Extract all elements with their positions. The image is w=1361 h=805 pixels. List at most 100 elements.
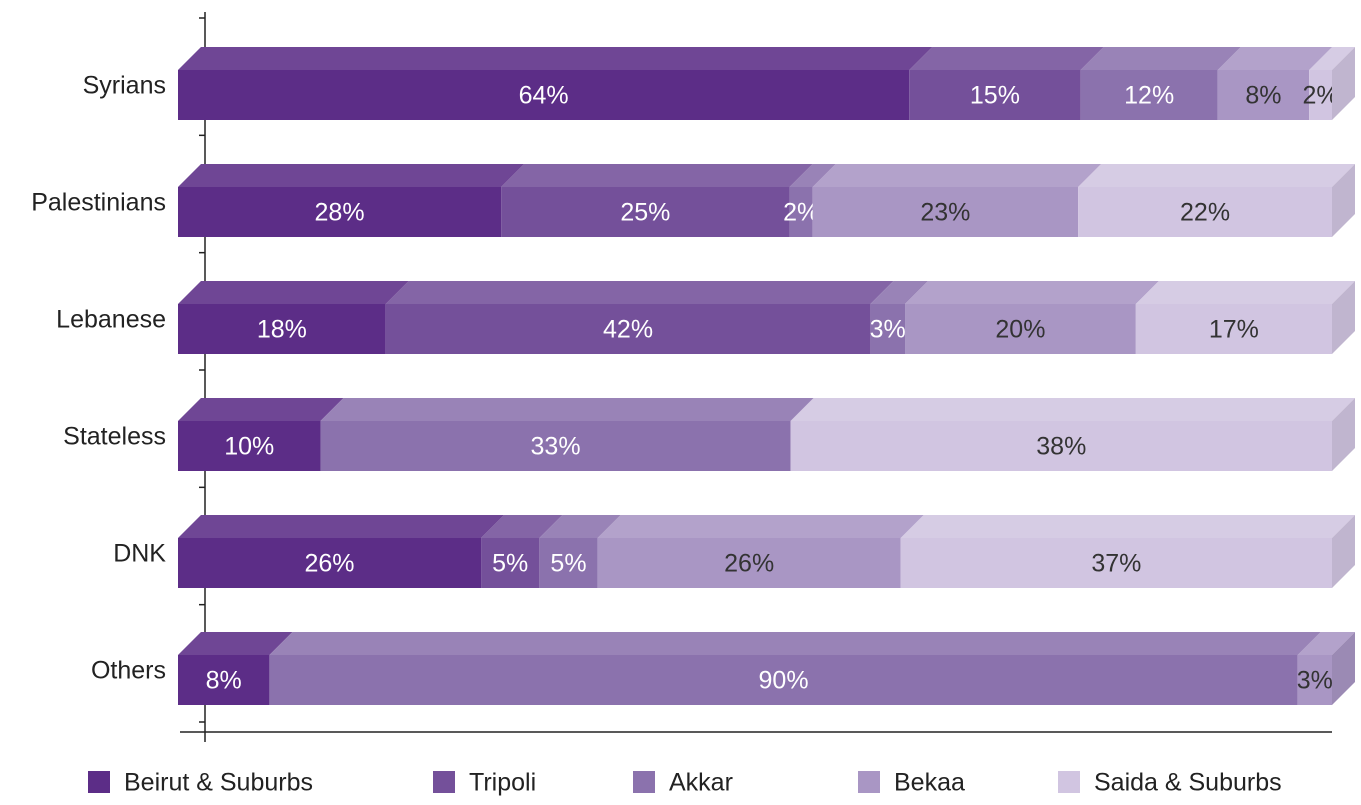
- bar-top: [597, 515, 924, 538]
- value-label: 10%: [224, 433, 274, 461]
- value-label: 18%: [257, 316, 307, 344]
- value-label: 26%: [724, 550, 774, 578]
- bar: [1080, 70, 1218, 120]
- legend-swatch: [1058, 771, 1080, 793]
- bar-top: [1309, 47, 1355, 70]
- bar: [812, 187, 1079, 237]
- bar: [789, 187, 813, 237]
- bar-top: [178, 632, 293, 655]
- bar-side-shade: [1332, 515, 1355, 588]
- bar-top-shade: [539, 515, 621, 538]
- bar: [790, 421, 1332, 471]
- bar-side-shade: [1332, 632, 1355, 705]
- bar-top-shade: [1297, 632, 1355, 655]
- value-label: 17%: [1209, 316, 1259, 344]
- bar-top-shade: [178, 164, 525, 187]
- value-label: 26%: [305, 550, 355, 578]
- legend-label: Akkar: [669, 769, 733, 797]
- bar: [178, 421, 321, 471]
- bar-top-shade: [900, 515, 1355, 538]
- bar-top-shade: [385, 281, 894, 304]
- legend-label: Bekaa: [894, 769, 965, 797]
- bar-top: [1135, 281, 1355, 304]
- bar-top: [1080, 47, 1241, 70]
- bar: [539, 538, 598, 588]
- bar-top-shade: [178, 632, 293, 655]
- bar-top: [870, 281, 929, 304]
- bar: [597, 538, 901, 588]
- value-label: 23%: [920, 199, 970, 227]
- bar-top: [320, 398, 814, 421]
- bar-top: [812, 164, 1102, 187]
- bar-top-shade: [1135, 281, 1355, 304]
- bar-top: [905, 281, 1159, 304]
- bar-top-shade: [320, 398, 814, 421]
- legend-label: Beirut & Suburbs: [124, 769, 313, 797]
- value-label: 90%: [759, 667, 809, 695]
- bar-side: [1332, 164, 1355, 237]
- bar-top-shade: [178, 398, 344, 421]
- bar-top: [1297, 632, 1355, 655]
- bar: [481, 538, 540, 588]
- bar: [269, 655, 1298, 705]
- category-label: Lebanese: [56, 306, 166, 334]
- bar-top-shade: [905, 281, 1159, 304]
- bar: [501, 187, 790, 237]
- bar-top: [178, 398, 344, 421]
- bar: [1297, 655, 1332, 705]
- bar: [909, 70, 1081, 120]
- bar: [905, 304, 1136, 354]
- bar-top: [481, 515, 563, 538]
- bar-top: [900, 515, 1355, 538]
- value-label: 3%: [870, 316, 906, 344]
- value-label: 15%: [970, 82, 1020, 110]
- bar: [1309, 70, 1332, 120]
- bar-top-shade: [178, 47, 933, 70]
- bar-top: [789, 164, 836, 187]
- value-label: 8%: [206, 667, 242, 695]
- value-label: 22%: [1180, 199, 1230, 227]
- value-label: 33%: [531, 433, 581, 461]
- bar-top: [909, 47, 1104, 70]
- category-label: Syrians: [83, 72, 166, 100]
- bar-top: [178, 281, 409, 304]
- bar-top: [1078, 164, 1355, 187]
- legend-swatch: [88, 771, 110, 793]
- value-label: 20%: [995, 316, 1045, 344]
- bar-top-shade: [178, 515, 505, 538]
- value-label: 5%: [550, 550, 586, 578]
- bar-top-shade: [1217, 47, 1333, 70]
- bar-side: [1332, 515, 1355, 588]
- bar-top-shade: [269, 632, 1321, 655]
- bar-side-shade: [1332, 281, 1355, 354]
- bar-side-shade: [1332, 47, 1355, 120]
- bar-top: [269, 632, 1321, 655]
- value-label: 25%: [620, 199, 670, 227]
- legend-swatch: [858, 771, 880, 793]
- bar-side-shade: [1332, 398, 1355, 471]
- value-label: 38%: [1036, 433, 1086, 461]
- value-label: 28%: [315, 199, 365, 227]
- bar: [1135, 304, 1332, 354]
- bar: [1217, 70, 1310, 120]
- bar-top-shade: [481, 515, 563, 538]
- bar: [178, 70, 910, 120]
- bar-top: [178, 515, 505, 538]
- legend-label: Tripoli: [469, 769, 536, 797]
- bar: [178, 187, 502, 237]
- bar-side: [1332, 281, 1355, 354]
- bar-top: [385, 281, 894, 304]
- legend-swatch: [633, 771, 655, 793]
- bar-top: [1217, 47, 1333, 70]
- bar-top-shade: [1080, 47, 1241, 70]
- bar-top: [178, 47, 933, 70]
- value-label: 64%: [519, 82, 569, 110]
- category-label: Stateless: [63, 423, 166, 451]
- value-label: 3%: [1297, 667, 1333, 695]
- bar: [385, 304, 871, 354]
- bar: [178, 655, 270, 705]
- value-label: 5%: [492, 550, 528, 578]
- bar-top-shade: [1309, 47, 1355, 70]
